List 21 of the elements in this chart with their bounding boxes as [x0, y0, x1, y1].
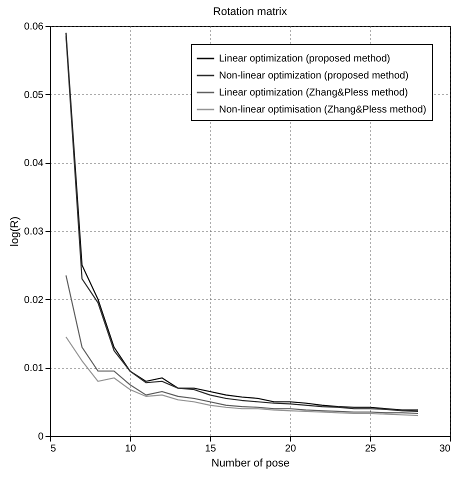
y-tick-label: 0.05	[24, 90, 44, 101]
y-axis-title: log(R)	[9, 216, 22, 246]
x-tick-label: 30	[439, 444, 451, 454]
y-tick-label: 0	[38, 432, 44, 442]
y-tick-label: 0.01	[24, 363, 44, 374]
x-tick-label: 15	[204, 444, 216, 454]
legend-label: Linear optimization (proposed method)	[219, 54, 390, 64]
y-tick-label: 0.06	[24, 22, 44, 32]
y-tick-label: 0.03	[24, 226, 44, 238]
x-tick-label: 10	[124, 444, 136, 454]
x-axis-title: Number of pose	[211, 458, 290, 470]
legend-label: Linear optimization (Zhang&Pless method)	[219, 88, 408, 98]
y-tick-label: 0.02	[24, 294, 44, 306]
x-tick-label: 5	[50, 444, 56, 454]
legend-label: Non-linear optimization (proposed method)	[219, 70, 409, 82]
legend-label: Non-linear optimisation (Zhang&Pless method)	[219, 104, 426, 116]
y-tick-label: 0.04	[24, 158, 44, 170]
x-tick-label: 20	[284, 444, 296, 454]
line-series	[65, 336, 419, 416]
chart-title: Rotation matrix	[213, 6, 288, 18]
x-tick-label: 25	[364, 444, 376, 454]
